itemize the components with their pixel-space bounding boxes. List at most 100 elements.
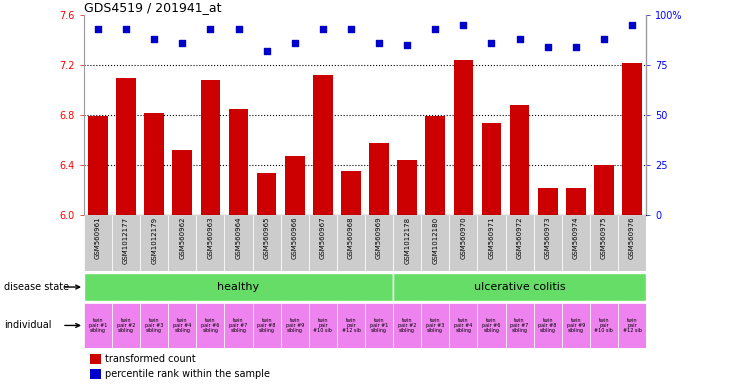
Bar (88, 116, 108, 215)
Bar (280, 303, 309, 348)
Point (177, 40, 188, 46)
Text: GDS4519 / 201941_at: GDS4519 / 201941_at (84, 1, 221, 14)
Bar (421, 303, 450, 348)
Text: twin
pair #2
sibling: twin pair #2 sibling (398, 318, 416, 333)
Point (289, 40, 301, 46)
Bar (369, 142, 389, 215)
Text: twin
pair #3
sibling: twin pair #3 sibling (426, 318, 445, 333)
Bar (116, 78, 136, 215)
Bar (257, 173, 277, 215)
Point (204, 26, 216, 32)
Text: twin
pair #1
sibling: twin pair #1 sibling (370, 318, 388, 333)
Bar (341, 171, 361, 215)
Bar (477, 303, 505, 348)
Text: healthy: healthy (218, 282, 260, 292)
Point (233, 26, 245, 32)
Text: twin
pair #9
sibling: twin pair #9 sibling (566, 318, 585, 333)
Text: GSM560972: GSM560972 (517, 217, 523, 259)
Bar (618, 215, 646, 271)
Bar (561, 215, 590, 271)
Bar (253, 303, 280, 348)
Bar (224, 215, 253, 271)
Text: twin
pair #6
sibling: twin pair #6 sibling (201, 318, 220, 333)
Bar (534, 303, 561, 348)
Bar (313, 75, 333, 215)
Text: GSM560966: GSM560966 (292, 217, 298, 259)
Bar (505, 303, 534, 348)
Text: twin
pair #4
sibling: twin pair #4 sibling (454, 318, 472, 333)
Text: GSM560961: GSM560961 (95, 217, 101, 259)
Bar (253, 215, 280, 271)
Text: GSM560974: GSM560974 (573, 217, 579, 259)
Text: GSM560969: GSM560969 (376, 217, 382, 259)
Bar (112, 215, 140, 271)
Bar (622, 63, 642, 215)
Bar (309, 215, 337, 271)
Bar (112, 303, 140, 348)
Bar (196, 215, 225, 271)
Bar (168, 303, 196, 348)
Bar (84, 273, 393, 301)
Bar (228, 109, 248, 215)
Bar (449, 215, 477, 271)
Point (542, 44, 553, 50)
Text: twin
pair #8
sibling: twin pair #8 sibling (539, 318, 557, 333)
Text: GSM560973: GSM560973 (545, 217, 550, 259)
Text: GSM1012180: GSM1012180 (432, 217, 438, 264)
Text: twin
pair #7
sibling: twin pair #7 sibling (510, 318, 529, 333)
Text: twin
pair #4
sibling: twin pair #4 sibling (173, 318, 191, 333)
Bar (365, 303, 393, 348)
Bar (566, 188, 585, 215)
Bar (505, 215, 534, 271)
Point (458, 22, 469, 28)
Text: GSM560964: GSM560964 (236, 217, 242, 259)
Text: GSM560976: GSM560976 (629, 217, 635, 259)
Point (514, 36, 526, 42)
Bar (285, 156, 304, 215)
Text: GSM560967: GSM560967 (320, 217, 326, 259)
Bar (365, 215, 393, 271)
Point (598, 36, 610, 42)
Bar (145, 113, 164, 215)
Text: transformed count: transformed count (105, 354, 196, 364)
Bar (393, 303, 421, 348)
Bar (477, 215, 505, 271)
Text: twin
pair
#12 sib: twin pair #12 sib (623, 318, 642, 333)
Bar (84, 303, 112, 348)
Bar (449, 303, 477, 348)
Bar (140, 303, 168, 348)
Bar (534, 215, 561, 271)
Point (485, 40, 497, 46)
Bar (482, 122, 502, 215)
Bar (90, 354, 101, 364)
Text: twin
pair #2
sibling: twin pair #2 sibling (117, 318, 135, 333)
Bar (196, 303, 225, 348)
Text: GSM560970: GSM560970 (461, 217, 466, 259)
Text: GSM560968: GSM560968 (348, 217, 354, 259)
Bar (90, 369, 101, 379)
Bar (84, 215, 112, 271)
Bar (590, 215, 618, 271)
Text: GSM560971: GSM560971 (488, 217, 494, 259)
Point (402, 42, 413, 48)
Bar (201, 80, 220, 215)
Bar (618, 303, 646, 348)
Bar (172, 150, 192, 215)
Bar (393, 215, 421, 271)
Point (373, 40, 385, 46)
Point (429, 26, 441, 32)
Bar (510, 105, 529, 215)
Text: GSM560963: GSM560963 (207, 217, 213, 259)
Text: individual: individual (4, 320, 51, 330)
Point (317, 26, 328, 32)
Text: GSM1012179: GSM1012179 (151, 217, 157, 264)
Point (626, 22, 638, 28)
Text: GSM560965: GSM560965 (264, 217, 269, 259)
Bar (393, 273, 646, 301)
Bar (453, 60, 473, 215)
Text: disease state: disease state (4, 282, 69, 292)
Point (570, 44, 582, 50)
Bar (561, 303, 590, 348)
Bar (538, 188, 558, 215)
Text: ulcerative colitis: ulcerative colitis (474, 282, 566, 292)
